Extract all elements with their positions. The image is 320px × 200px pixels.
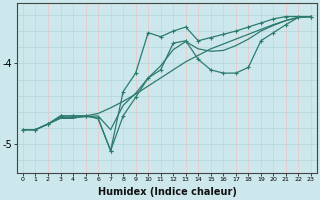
X-axis label: Humidex (Indice chaleur): Humidex (Indice chaleur) [98, 187, 236, 197]
